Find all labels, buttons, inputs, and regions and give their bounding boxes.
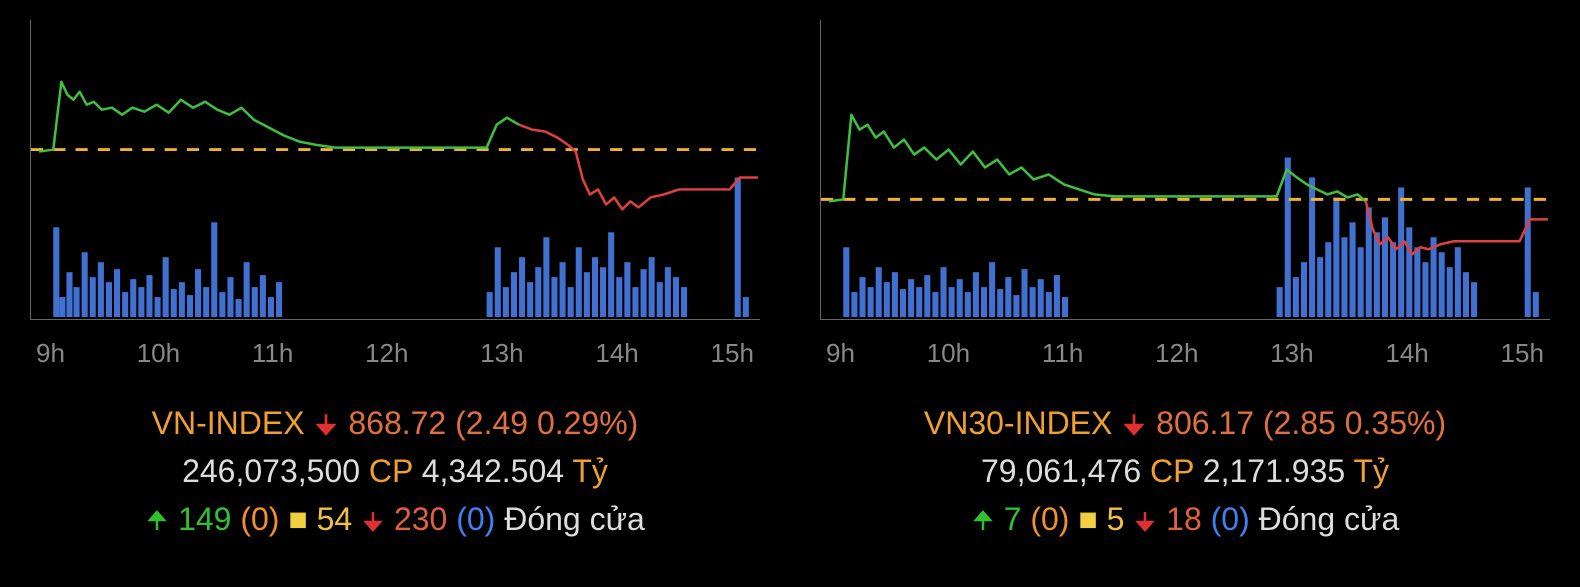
xaxis-tick: 14h — [595, 338, 638, 369]
xaxis-tick: 10h — [927, 338, 970, 369]
summary-vn30: VN30-INDEX 806.17 (2.85 0.35%) 79,061,47… — [820, 399, 1550, 543]
xaxis-vn30: 9h 10h 11h 12h 13h 14h 15h — [820, 338, 1550, 369]
decliners: 230 — [394, 501, 447, 537]
xaxis-tick: 12h — [365, 338, 408, 369]
advancers: 7 — [1004, 501, 1022, 537]
cp-label: CP — [1150, 453, 1194, 489]
xaxis-tick: 12h — [1155, 338, 1198, 369]
panel-vn-index: 9h 10h 11h 12h 13h 14h 15h VN-INDEX 868.72 (2.… — [0, 0, 790, 587]
xaxis-tick: 9h — [826, 338, 855, 369]
chart-vn-index — [30, 20, 760, 320]
xaxis-tick: 15h — [711, 338, 754, 369]
volume-shares: 79,061,476 — [981, 453, 1141, 489]
index-price: 868.72 — [348, 405, 446, 441]
status-label: Đóng cửa — [504, 501, 645, 537]
chart-vn30-index — [820, 20, 1550, 320]
index-change: (2.85 0.35%) — [1263, 405, 1446, 441]
adv-zero: (0) — [240, 501, 279, 537]
volume-shares: 246,073,500 — [182, 453, 360, 489]
dec-zero: (0) — [456, 501, 495, 537]
xaxis-tick: 11h — [1042, 338, 1083, 369]
ty-label: Tỷ — [572, 453, 608, 489]
square-icon: ■ — [1078, 501, 1097, 537]
xaxis-tick: 15h — [1501, 338, 1544, 369]
arrow-down-icon — [1133, 501, 1157, 537]
ty-label: Tỷ — [1353, 453, 1389, 489]
xaxis-tick: 10h — [137, 338, 180, 369]
unchanged: 5 — [1107, 501, 1125, 537]
arrow-up-icon — [971, 501, 995, 537]
advancers: 149 — [178, 501, 231, 537]
arrow-down-icon — [1121, 405, 1147, 441]
summary-vn: VN-INDEX 868.72 (2.49 0.29%) 246,073,500… — [30, 399, 760, 543]
index-name: VN-INDEX — [152, 405, 305, 441]
xaxis-tick: 9h — [36, 338, 65, 369]
xaxis-tick: 13h — [1270, 338, 1313, 369]
adv-zero: (0) — [1030, 501, 1069, 537]
xaxis-vn: 9h 10h 11h 12h 13h 14h 15h — [30, 338, 760, 369]
panel-vn30-index: 9h 10h 11h 12h 13h 14h 15h VN30-INDEX 806.17 (… — [790, 0, 1580, 587]
index-name: VN30-INDEX — [924, 405, 1113, 441]
arrow-down-icon — [361, 501, 385, 537]
xaxis-tick: 14h — [1385, 338, 1428, 369]
index-change: (2.49 0.29%) — [455, 405, 638, 441]
value-amount: 4,342.504 — [422, 453, 564, 489]
xaxis-tick: 13h — [480, 338, 523, 369]
square-icon: ■ — [288, 501, 307, 537]
status-label: Đóng cửa — [1259, 501, 1400, 537]
unchanged: 54 — [317, 501, 353, 537]
decliners: 18 — [1166, 501, 1202, 537]
value-amount: 2,171.935 — [1203, 453, 1345, 489]
dec-zero: (0) — [1211, 501, 1250, 537]
cp-label: CP — [369, 453, 413, 489]
arrow-up-icon — [145, 501, 169, 537]
xaxis-tick: 11h — [252, 338, 293, 369]
arrow-down-icon — [313, 405, 339, 441]
index-price: 806.17 — [1156, 405, 1254, 441]
